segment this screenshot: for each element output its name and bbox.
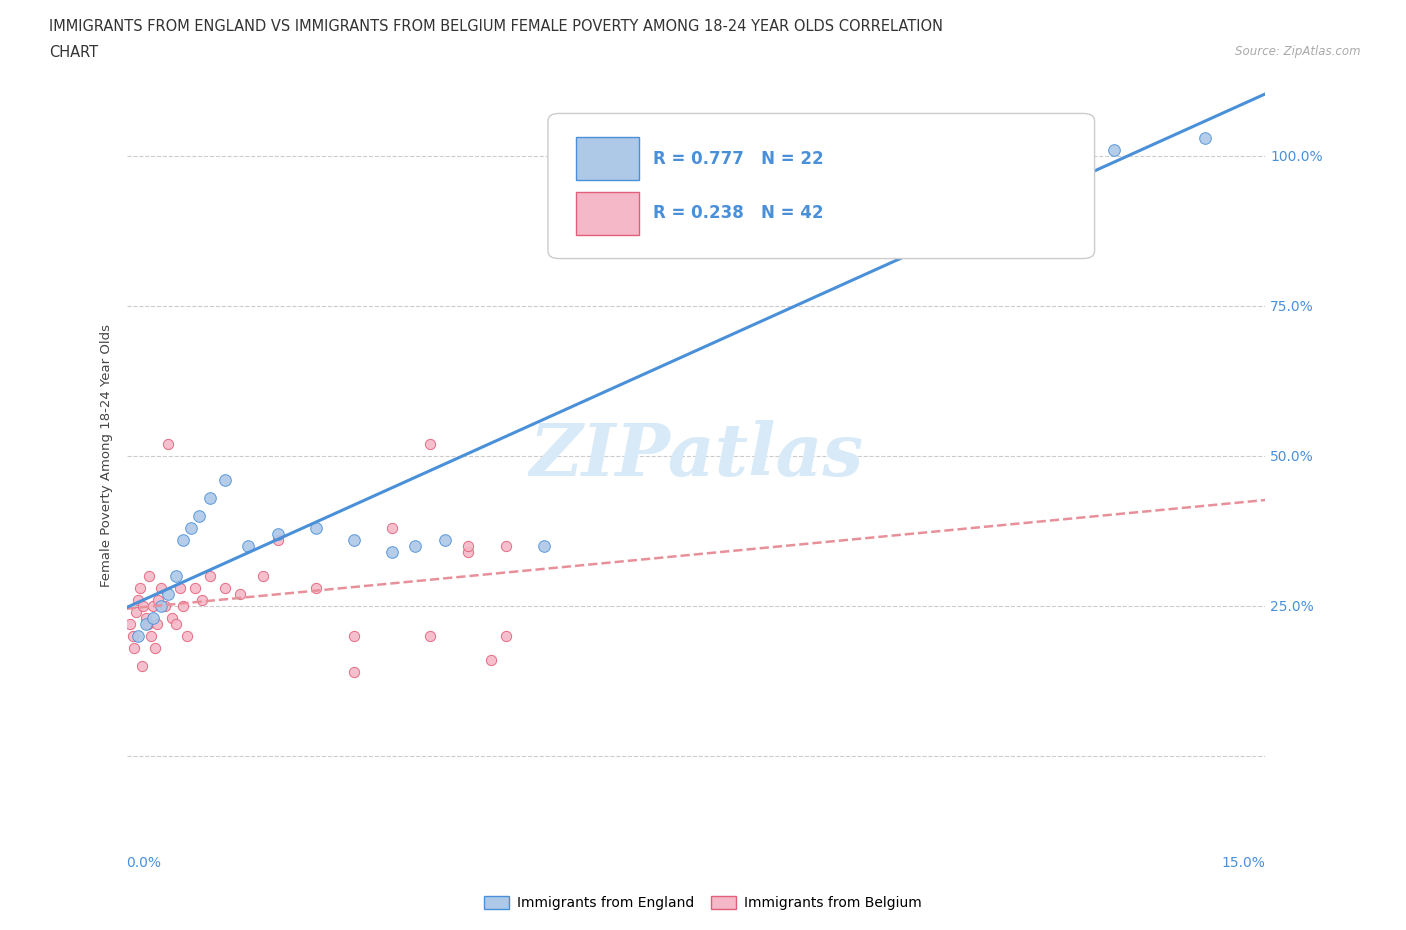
Point bbox=[495, 538, 517, 553]
Text: Source: ZipAtlas.com: Source: ZipAtlas.com bbox=[1236, 45, 1361, 58]
Point bbox=[214, 580, 236, 595]
Point bbox=[124, 604, 146, 619]
Point bbox=[267, 532, 290, 547]
Point bbox=[149, 598, 172, 613]
Point bbox=[165, 617, 187, 631]
Point bbox=[148, 592, 170, 607]
Point bbox=[136, 617, 159, 631]
Point bbox=[132, 598, 155, 613]
Point bbox=[479, 652, 502, 667]
Point bbox=[142, 598, 165, 613]
Bar bbox=[576, 192, 640, 234]
Point bbox=[135, 617, 156, 631]
Point bbox=[122, 640, 145, 655]
Point bbox=[184, 580, 207, 595]
Text: 15.0%: 15.0% bbox=[1222, 856, 1265, 870]
Text: CHART: CHART bbox=[49, 45, 98, 60]
Point bbox=[172, 532, 194, 547]
Point bbox=[229, 586, 252, 601]
Point bbox=[145, 640, 167, 655]
Point bbox=[149, 580, 172, 595]
Point bbox=[434, 532, 457, 547]
Point bbox=[198, 490, 221, 505]
Legend: Immigrants from England, Immigrants from Belgium: Immigrants from England, Immigrants from… bbox=[478, 891, 928, 916]
Point bbox=[419, 436, 441, 451]
Point bbox=[165, 568, 187, 583]
Point bbox=[127, 629, 149, 644]
Point bbox=[814, 137, 837, 152]
Point bbox=[157, 436, 180, 451]
Point bbox=[129, 580, 152, 595]
Point bbox=[533, 538, 555, 553]
Point bbox=[419, 629, 441, 644]
Point bbox=[121, 629, 143, 644]
Point bbox=[343, 664, 366, 679]
Point bbox=[214, 472, 236, 487]
Point bbox=[191, 592, 214, 607]
Text: R = 0.777   N = 22: R = 0.777 N = 22 bbox=[652, 150, 824, 167]
Point bbox=[172, 598, 194, 613]
Point bbox=[381, 520, 404, 535]
Point bbox=[305, 580, 328, 595]
Point bbox=[139, 629, 162, 644]
FancyBboxPatch shape bbox=[548, 113, 1095, 259]
Point bbox=[495, 629, 517, 644]
Point bbox=[187, 509, 209, 524]
Text: R = 0.238   N = 42: R = 0.238 N = 42 bbox=[652, 205, 823, 222]
Point bbox=[157, 586, 180, 601]
Point bbox=[146, 617, 169, 631]
Point bbox=[198, 568, 221, 583]
Point bbox=[267, 526, 290, 541]
Point bbox=[1102, 142, 1125, 157]
Text: ZIPatlas: ZIPatlas bbox=[529, 420, 863, 491]
Point bbox=[457, 544, 479, 559]
Point bbox=[457, 538, 479, 553]
Point bbox=[236, 538, 259, 553]
Point bbox=[305, 520, 328, 535]
Y-axis label: Female Poverty Among 18-24 Year Olds: Female Poverty Among 18-24 Year Olds bbox=[100, 325, 114, 587]
Point bbox=[142, 610, 165, 625]
Point bbox=[153, 598, 176, 613]
Point bbox=[180, 520, 202, 535]
Point bbox=[1194, 130, 1216, 145]
Point bbox=[176, 629, 198, 644]
Point bbox=[252, 568, 274, 583]
Bar bbox=[576, 138, 640, 180]
Point bbox=[343, 629, 366, 644]
Point bbox=[135, 610, 156, 625]
Point bbox=[131, 658, 153, 673]
Point bbox=[120, 617, 142, 631]
Point bbox=[343, 532, 366, 547]
Text: IMMIGRANTS FROM ENGLAND VS IMMIGRANTS FROM BELGIUM FEMALE POVERTY AMONG 18-24 YE: IMMIGRANTS FROM ENGLAND VS IMMIGRANTS FR… bbox=[49, 19, 943, 33]
Point bbox=[160, 610, 183, 625]
Point bbox=[127, 592, 149, 607]
Point bbox=[381, 544, 404, 559]
Text: 0.0%: 0.0% bbox=[127, 856, 162, 870]
Point bbox=[138, 568, 160, 583]
Point bbox=[404, 538, 426, 553]
Point bbox=[169, 580, 191, 595]
